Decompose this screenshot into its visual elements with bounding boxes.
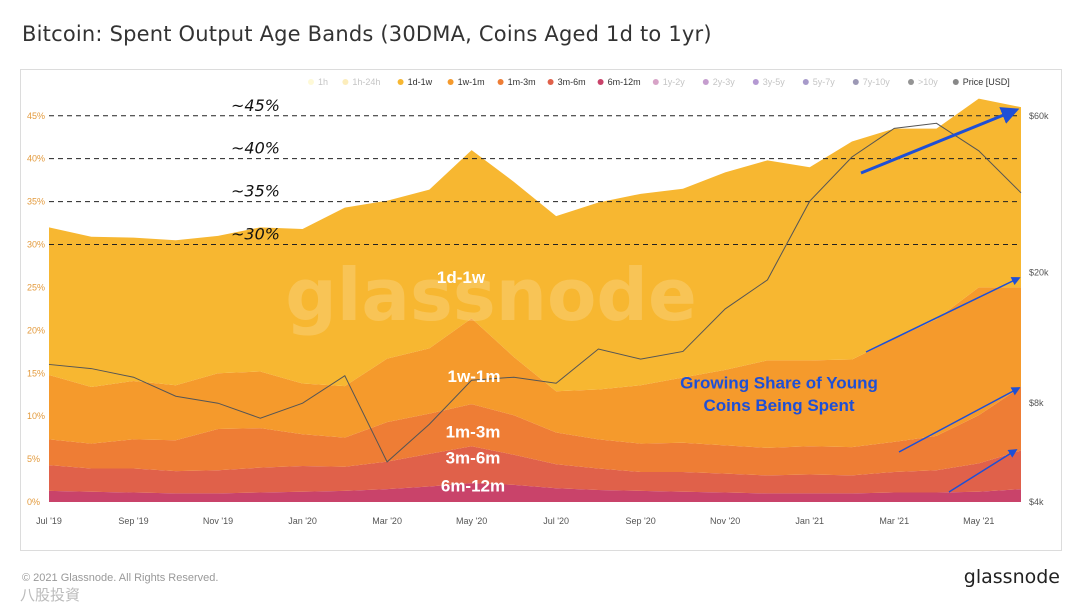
legend-label-7: 1y-2y xyxy=(663,77,686,87)
trend-arrow-2 xyxy=(898,387,1021,453)
legend-swatch-8 xyxy=(702,79,709,85)
legend-label-4: 1m-3m xyxy=(508,77,536,87)
y2-tick-label: $20k xyxy=(1029,268,1049,278)
glassnode-watermark: glassnode xyxy=(285,253,697,337)
band-label-6m-12m: 6m-12m xyxy=(441,477,505,496)
legend-swatch-5 xyxy=(547,79,554,85)
y-tick-label: 30% xyxy=(27,240,45,250)
legend-label-6: 6m-12m xyxy=(608,77,641,87)
chart: 1h 1h-24h 1d-1w 1w-1m 1m-3m 3m-6m 6m-12m 1y-2y 2… xyxy=(27,77,1049,526)
x-tick-label: May '20 xyxy=(456,516,487,526)
legend-label-3: 1w-1m xyxy=(458,77,485,87)
area-series-6m-12m xyxy=(49,483,1021,502)
x-tick-label: Jan '20 xyxy=(288,516,317,526)
band-label-1m-3m: 1m-3m xyxy=(446,423,501,442)
y-tick-label: 20% xyxy=(27,325,45,335)
legend-label-13: Price [USD] xyxy=(963,77,1010,87)
y2-tick-label: $60k xyxy=(1029,111,1049,121)
band-label-3m-6m: 3m-6m xyxy=(446,448,501,467)
x-tick-label: Sep '19 xyxy=(118,516,148,526)
legend-label-1: 1h-24h xyxy=(352,77,380,87)
legend-label-12: >10y xyxy=(918,77,938,87)
callout-line-1: Growing Share of Young xyxy=(680,374,878,393)
y-tick-label: 15% xyxy=(27,368,45,378)
legend-label-10: 5y-7y xyxy=(813,77,836,87)
chart-title: Bitcoin: Spent Output Age Bands (30DMA, … xyxy=(22,22,712,46)
y2-tick-label: $8k xyxy=(1029,398,1044,408)
y-tick-label: 40% xyxy=(27,154,45,164)
legend-swatch-12 xyxy=(908,79,914,85)
corner-watermark: 八股投資 xyxy=(20,587,81,604)
copyright-text: © 2021 Glassnode. All Rights Reserved. xyxy=(22,572,219,584)
trend-arrow-3 xyxy=(948,449,1018,493)
y-tick-label: 0% xyxy=(27,497,40,507)
x-tick-label: Jul '20 xyxy=(543,516,569,526)
x-tick-label: Sep '20 xyxy=(626,516,656,526)
legend-swatch-0 xyxy=(308,79,314,85)
legend-swatch-3 xyxy=(447,79,454,85)
legend-swatch-1 xyxy=(342,79,349,85)
reference-label-3: ~30% xyxy=(231,225,280,244)
callout-line-2: Coins Being Spent xyxy=(703,396,854,415)
legend-label-8: 2y-3y xyxy=(713,77,736,87)
legend-label-5: 3m-6m xyxy=(558,77,586,87)
legend-swatch-9 xyxy=(752,79,759,85)
legend-label-2: 1d-1w xyxy=(408,77,433,87)
x-tick-label: Mar '20 xyxy=(372,516,402,526)
legend-swatch-2 xyxy=(397,79,404,85)
trend-arrow-1 xyxy=(865,277,1021,353)
band-label-1w-1m: 1w-1m xyxy=(448,367,501,386)
x-tick-label: Jul '19 xyxy=(36,516,62,526)
x-tick-label: May '21 xyxy=(963,516,994,526)
legend-swatch-4 xyxy=(497,79,504,85)
legend-swatch-11 xyxy=(852,79,859,85)
y-tick-label: 35% xyxy=(27,197,45,207)
brand-logo-text: glassnode xyxy=(963,566,1060,588)
trend-arrow-0 xyxy=(860,107,1020,175)
chart-panel: 1h 1h-24h 1d-1w 1w-1m 1m-3m 3m-6m 6m-12m 1y-2y 2… xyxy=(20,69,1062,551)
y2-tick-label: $4k xyxy=(1029,497,1044,507)
area-series-1w-1m xyxy=(49,287,1021,448)
legend-swatch-13 xyxy=(952,79,959,85)
reference-label-2: ~35% xyxy=(231,182,280,201)
legend-swatch-10 xyxy=(802,79,809,85)
band-label-1d-1w: 1d-1w xyxy=(437,268,486,287)
price-line xyxy=(48,122,1022,463)
reference-label-1: ~40% xyxy=(231,139,280,158)
area-series-3m-6m xyxy=(49,446,1021,494)
y-tick-label: 25% xyxy=(27,282,45,292)
y-tick-label: 5% xyxy=(27,454,40,464)
y-tick-label: 45% xyxy=(27,111,45,121)
legend-label-11: 7y-10y xyxy=(863,77,891,87)
y-tick-label: 10% xyxy=(27,411,45,421)
legend-swatch-6 xyxy=(597,79,604,85)
legend-label-0: 1h xyxy=(318,77,328,87)
legend-label-9: 3y-5y xyxy=(763,77,786,87)
reference-label-0: ~45% xyxy=(231,96,280,115)
area-series-1m-3m xyxy=(49,386,1021,476)
x-tick-label: Nov '20 xyxy=(710,516,740,526)
x-tick-label: Mar '21 xyxy=(879,516,909,526)
x-tick-label: Jan '21 xyxy=(795,516,824,526)
legend-swatch-7 xyxy=(652,79,659,85)
x-tick-label: Nov '19 xyxy=(203,516,233,526)
